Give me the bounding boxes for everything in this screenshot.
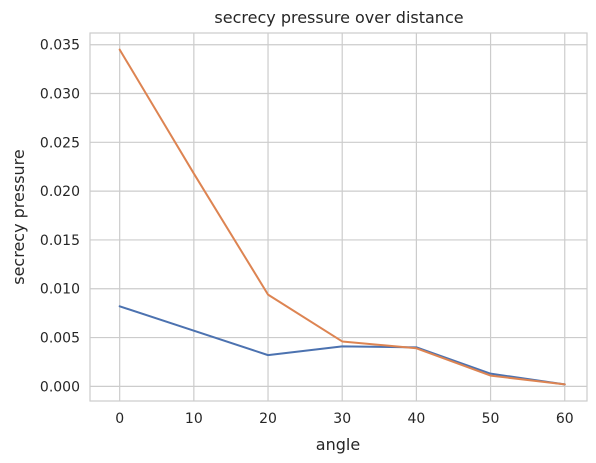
grid [90, 33, 587, 401]
plot-area [89, 32, 588, 402]
y-tick-label: 0.000 [40, 379, 80, 395]
y-tick-label: 0.025 [40, 135, 80, 151]
y-tick-label: 0.030 [40, 87, 80, 103]
y-tick-label: 0.010 [40, 282, 80, 298]
x-tick-label: 10 [185, 411, 203, 427]
x-tick-label: 0 [115, 411, 124, 427]
series-2-line [118, 48, 566, 386]
x-tick-label: 60 [556, 411, 574, 427]
series-lines [118, 48, 566, 386]
y-axis-ticks: 0.000 0.005 0.010 0.015 0.020 0.025 0.030 0.035 [40, 38, 80, 396]
x-tick-label: 40 [407, 411, 425, 427]
y-axis-label: secrecy pressure [9, 149, 28, 285]
x-tick-label: 50 [482, 411, 500, 427]
series-1-line [118, 305, 566, 386]
y-tick-label: 0.005 [40, 331, 80, 347]
y-tick-label: 0.015 [40, 233, 80, 249]
chart-title: secrecy pressure over distance [214, 8, 463, 27]
x-axis-ticks: 0 10 20 30 40 50 60 [115, 411, 573, 427]
x-tick-label: 30 [333, 411, 351, 427]
x-tick-label: 20 [259, 411, 277, 427]
y-tick-label: 0.035 [40, 38, 80, 54]
x-axis-label: angle [316, 435, 360, 454]
y-tick-label: 0.020 [40, 184, 80, 200]
